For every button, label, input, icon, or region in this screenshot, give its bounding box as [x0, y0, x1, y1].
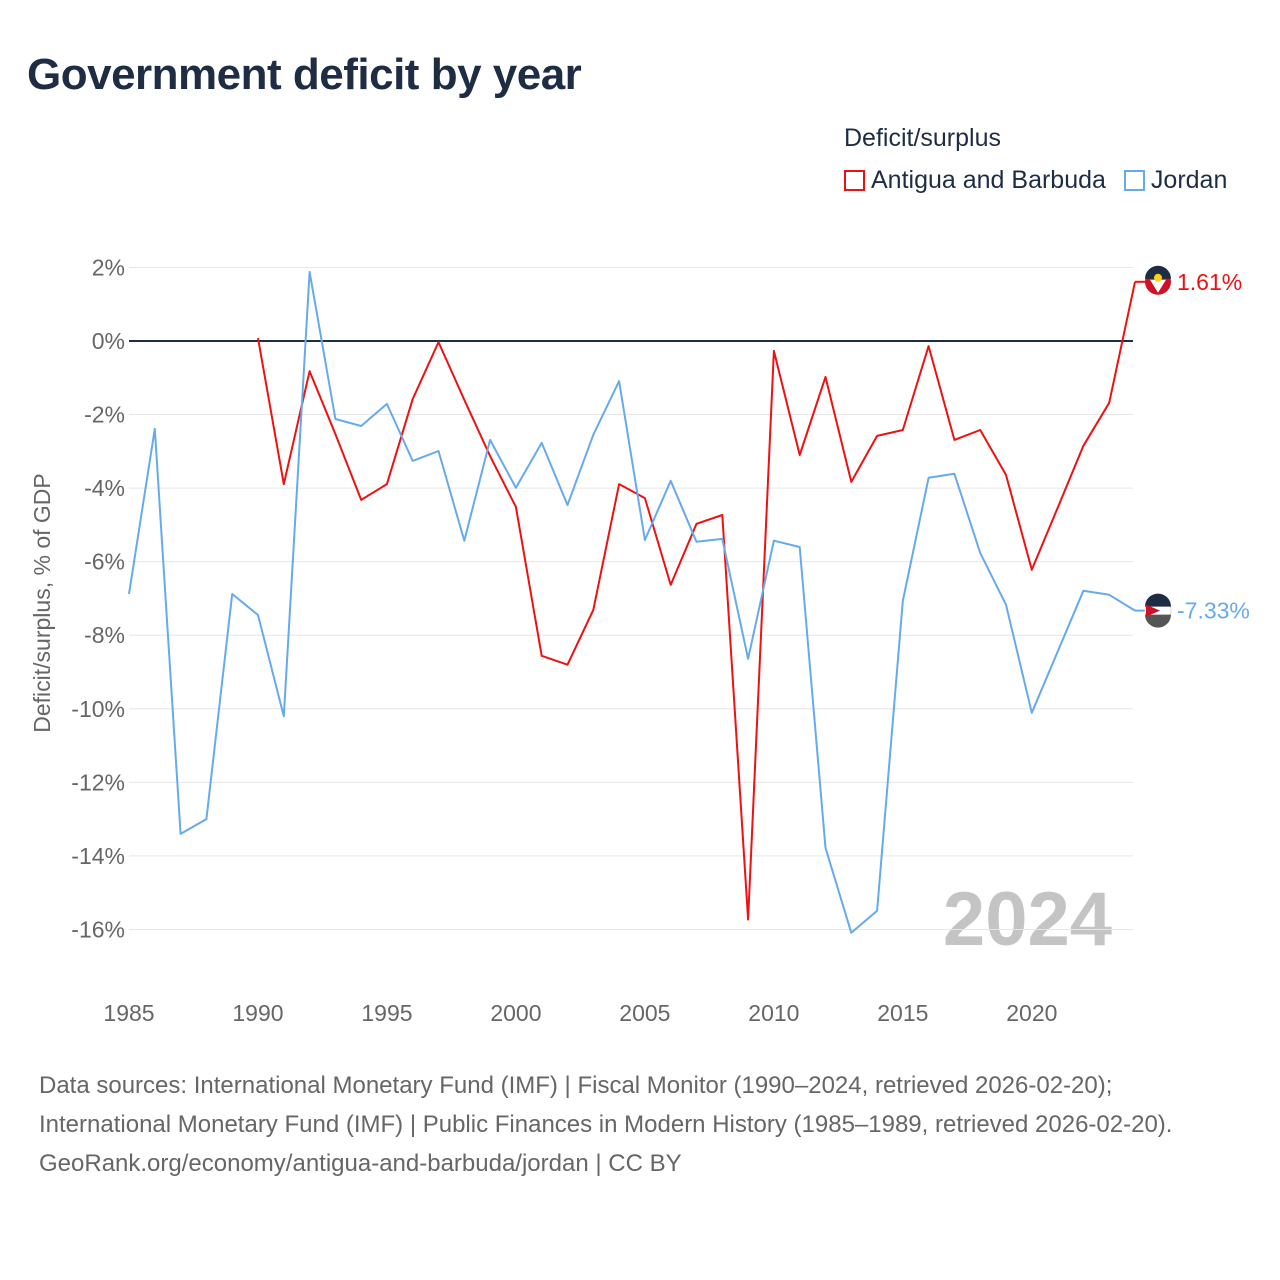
x-tick-label: 1990 [232, 1000, 283, 1026]
jordan-flag-icon [1145, 614, 1171, 628]
x-tick-label: 2005 [619, 1000, 670, 1026]
y-tick-label: -2% [84, 402, 125, 428]
jordan-flag-icon [1145, 593, 1171, 607]
y-tick-label: 0% [92, 328, 125, 354]
antigua-flag-icon [1150, 279, 1166, 293]
x-tick-label: 1985 [103, 1000, 154, 1026]
end-value-label: 1.61% [1177, 269, 1242, 295]
legend-item-antigua[interactable]: Antigua and Barbuda [844, 166, 1106, 195]
x-tick-label: 2000 [490, 1000, 541, 1026]
y-axis-title: Deficit/surplus, % of GDP [29, 473, 55, 732]
year-watermark: 2024 [943, 877, 1112, 962]
legend-item-jordan[interactable]: Jordan [1123, 166, 1228, 195]
x-tick-label: 2015 [877, 1000, 928, 1026]
antigua-flag-icon [1145, 265, 1171, 279]
legend-title: Deficit/surplus [844, 124, 1001, 152]
y-tick-label: -10% [71, 696, 125, 722]
jordan-flag-icon [1146, 604, 1160, 617]
chart-svg: 2024 2% 0% -2% -4% -6% -8% -10% -12% -14% -16% 1985… [29, 254, 1250, 1026]
legend-swatch-antigua [844, 170, 865, 191]
chart-title: Government deficit by year [27, 50, 582, 99]
data-sources: Data sources: International Monetary Fun… [39, 1072, 1173, 1138]
series-line-jordan [128, 270, 1136, 934]
y-tick-label: -12% [71, 769, 125, 795]
y-tick-label: 2% [92, 254, 125, 280]
y-tick-label: -8% [84, 622, 125, 648]
legend-label: Jordan [1150, 166, 1228, 194]
y-tick-label: -14% [71, 843, 125, 869]
series-line-antigua [257, 281, 1136, 921]
y-tick-label: -16% [71, 916, 125, 942]
x-tick-label: 2020 [1006, 1000, 1057, 1026]
antigua-flag-icon [1154, 273, 1162, 282]
credit-link[interactable]: GeoRank.org/economy/antigua-and-barbuda/… [39, 1150, 682, 1177]
legend-swatch-jordan [1123, 170, 1145, 191]
end-value-label: -7.33% [1177, 598, 1250, 624]
legend-label: Antigua and Barbuda [871, 166, 1106, 194]
x-tick-label: 2010 [748, 1000, 799, 1026]
y-tick-label: -6% [84, 549, 125, 575]
x-tick-label: 1995 [361, 1000, 412, 1026]
footer: Data sources: International Monetary Fun… [39, 1066, 1239, 1183]
legend: Antigua and Barbuda Jordan [844, 166, 1227, 195]
y-tick-label: -4% [84, 475, 125, 501]
